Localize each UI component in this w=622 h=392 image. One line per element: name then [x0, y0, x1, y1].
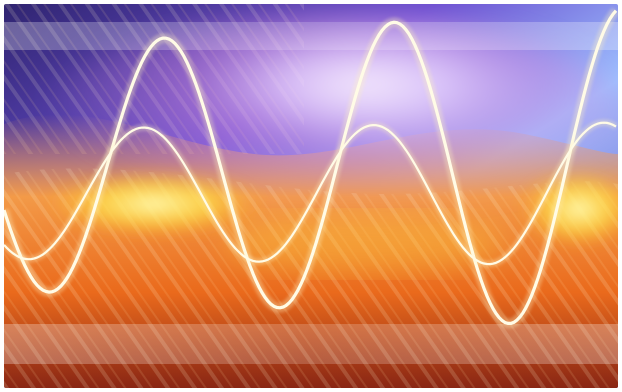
- artwork-canvas: [4, 4, 618, 388]
- horizontal-band-top: [4, 22, 618, 50]
- sine-waves: [4, 7, 618, 329]
- yellow-glow-right: [519, 169, 618, 249]
- sine-wave-line-large: [4, 9, 618, 325]
- sine-wave-line-small: [4, 121, 617, 266]
- horizontal-band-bottom: [4, 324, 618, 364]
- abstract-wave-artwork: [4, 4, 618, 388]
